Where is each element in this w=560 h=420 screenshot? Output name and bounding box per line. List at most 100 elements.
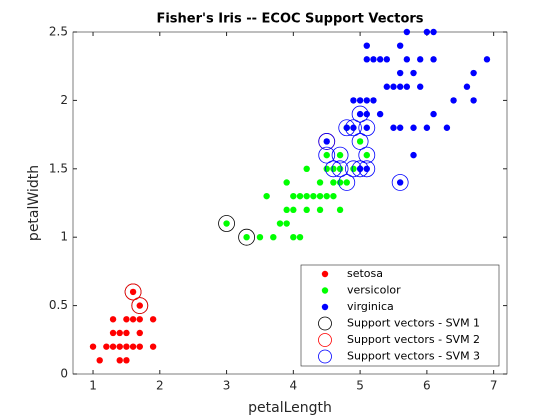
point [290, 192, 297, 200]
point [296, 192, 304, 200]
point [303, 206, 310, 214]
point [323, 165, 330, 172]
point [116, 343, 123, 350]
support-vector [238, 228, 256, 246]
point [356, 110, 364, 118]
point [276, 220, 284, 227]
point [116, 357, 123, 364]
point [396, 124, 404, 131]
point [129, 316, 137, 323]
point [103, 343, 110, 350]
point [356, 97, 364, 104]
point [129, 288, 137, 296]
point [403, 56, 411, 63]
point [410, 124, 417, 131]
point [376, 56, 384, 63]
support-vector [358, 146, 376, 164]
point [363, 42, 370, 49]
point [283, 179, 290, 186]
point [323, 138, 330, 145]
point [336, 206, 344, 214]
support-vector [318, 133, 336, 150]
point [243, 234, 250, 241]
point [336, 179, 344, 186]
point [450, 97, 457, 104]
point [356, 138, 364, 145]
point [316, 206, 324, 214]
support-vector [338, 119, 356, 137]
point [129, 343, 137, 350]
point [330, 179, 337, 186]
point [283, 220, 290, 227]
support-vector [124, 283, 142, 301]
point [290, 234, 297, 241]
support-vector [338, 174, 356, 191]
legend-label: virginica [347, 300, 394, 313]
point [330, 192, 337, 200]
point [336, 151, 344, 159]
point [89, 343, 97, 350]
support-vector [318, 349, 332, 364]
point [321, 287, 329, 294]
y-tick-label: 1.5 [49, 161, 68, 175]
point [330, 165, 337, 172]
support-vector [218, 215, 235, 232]
point [96, 357, 103, 364]
support-vector [351, 105, 369, 123]
x-tick-label: 3 [223, 379, 231, 393]
point [417, 56, 424, 63]
support-vector [131, 297, 149, 315]
point [123, 343, 130, 350]
legend-label: Support vectors - SVM 1 [347, 317, 480, 330]
point [363, 97, 370, 104]
point [356, 165, 364, 172]
point [296, 234, 304, 241]
x-tick-label: 6 [423, 379, 431, 393]
point [403, 28, 411, 36]
point [396, 42, 404, 49]
point [396, 179, 404, 186]
support-vector [318, 333, 332, 347]
point [283, 206, 290, 214]
point [363, 165, 370, 172]
point [396, 69, 404, 77]
point [396, 83, 404, 90]
point [370, 97, 377, 104]
support-vector [318, 316, 332, 331]
point [303, 165, 310, 172]
point [123, 329, 130, 337]
point [376, 110, 384, 118]
point [383, 83, 391, 90]
point [363, 56, 370, 63]
point [136, 329, 143, 337]
point [423, 124, 431, 131]
point [430, 56, 437, 63]
support-vector [345, 119, 362, 137]
point [383, 56, 391, 63]
point [410, 151, 417, 159]
point [109, 316, 117, 323]
point [363, 110, 370, 118]
x-tick-label: 2 [156, 379, 164, 393]
point [350, 124, 357, 131]
support-vector [358, 160, 376, 178]
point [483, 56, 491, 63]
point [390, 124, 397, 131]
point [310, 192, 317, 200]
point [350, 97, 357, 104]
support-vector [351, 160, 369, 178]
support-vector [358, 119, 376, 137]
support-vector [345, 160, 362, 178]
point [410, 69, 417, 77]
point [321, 303, 329, 311]
point [423, 28, 431, 36]
point [136, 316, 143, 323]
point [470, 69, 477, 77]
y-tick-label: 2.5 [49, 25, 68, 39]
legend-label: Support vectors - SVM 2 [347, 333, 480, 346]
point [116, 329, 123, 337]
point [303, 192, 310, 200]
point [463, 83, 471, 90]
support-vector [391, 174, 409, 191]
